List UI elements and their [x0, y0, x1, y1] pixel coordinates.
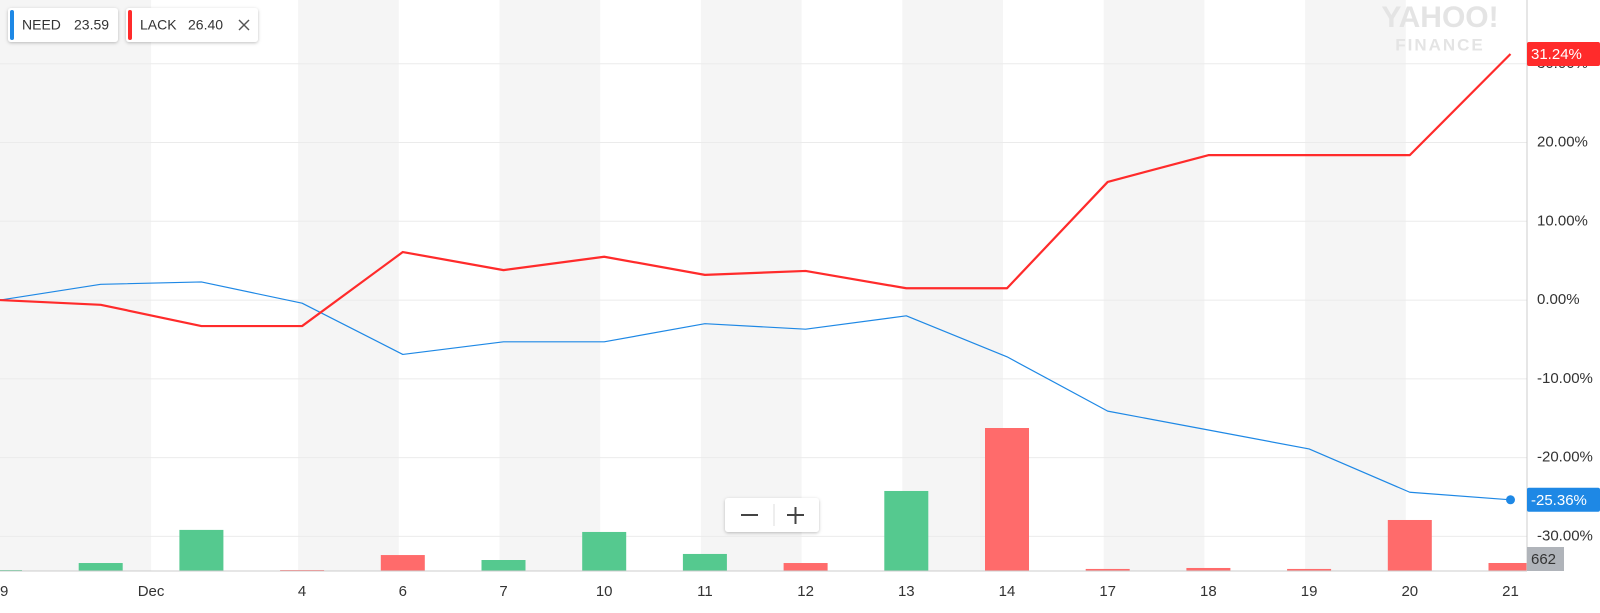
volume-bar — [783, 563, 828, 571]
close-icon — [238, 19, 250, 31]
volume-bar — [481, 560, 526, 571]
volume-last-label: 662 — [1531, 551, 1556, 568]
watermark-sub: FINANCE — [1395, 35, 1485, 54]
lines — [0, 53, 1515, 505]
volume-bar — [78, 563, 123, 571]
x-tick-label: 12 — [797, 583, 814, 600]
x-tick-label: 6 — [399, 583, 407, 600]
legend-swatch — [10, 10, 14, 40]
x-tick-label: 29 — [0, 583, 8, 600]
y-tick-label: 20.00% — [1537, 134, 1588, 151]
x-tick-label: 18 — [1200, 583, 1217, 600]
y-tick-label: -10.00% — [1537, 370, 1593, 387]
legend-item: LACK 26.40 — [126, 8, 258, 42]
x-tick-label: 7 — [499, 583, 507, 600]
legend-name: LACK — [140, 17, 177, 33]
x-tick-label: 4 — [298, 583, 306, 600]
background — [0, 0, 1406, 571]
month-label: Dec — [138, 583, 165, 600]
zoom-in[interactable] — [787, 507, 804, 524]
x-tick-label: 14 — [999, 583, 1016, 600]
x-tick-label: 21 — [1502, 583, 1519, 600]
grid — [0, 63, 1527, 537]
x-tick-label: 20 — [1401, 583, 1418, 600]
stripe — [700, 0, 802, 571]
legend-swatch — [128, 10, 132, 40]
watermark-logo: YAHOO! — [1381, 1, 1498, 34]
value-badge — [1527, 487, 1600, 512]
y-tick-label: 0.00% — [1537, 291, 1580, 308]
stripe — [0, 0, 152, 571]
volume-bar — [682, 553, 727, 571]
last-value-label: -25.36% — [1531, 492, 1587, 509]
legend-item: NEED 23.59 — [8, 8, 118, 42]
volume — [0, 428, 1533, 571]
stripe — [1103, 0, 1205, 571]
legend-price: 23.59 — [74, 17, 109, 33]
volume-bar — [1387, 519, 1432, 571]
stripe — [298, 0, 399, 571]
volume-bar — [582, 531, 627, 571]
x-tick-label: 17 — [1099, 583, 1116, 600]
legend-box — [8, 8, 118, 42]
x-tick-label: 13 — [898, 583, 915, 600]
volume-badge — [1527, 547, 1564, 571]
legend-close[interactable] — [238, 19, 250, 31]
volume-bar — [1287, 568, 1332, 571]
last-value-label: 31.24% — [1531, 46, 1582, 63]
volume-bar — [884, 490, 929, 571]
volume-bar — [1085, 568, 1130, 571]
legend: NEED 23.59 LACK 26.40 — [8, 8, 258, 42]
x-tick-label: 11 — [697, 583, 713, 600]
watermark: YAHOO! FINANCE — [1381, 1, 1498, 55]
stripe — [1305, 0, 1406, 571]
volume-bar — [985, 428, 1029, 571]
volume-bar — [1488, 562, 1533, 571]
volume-bar — [380, 555, 425, 571]
y-tick-label: -30.00% — [1537, 527, 1593, 544]
legend-box — [126, 8, 258, 42]
axis: -30.00%-20.00%-10.00%0.00%10.00%20.00%30… — [0, 0, 1600, 600]
series-line — [0, 281, 1511, 501]
stripe — [499, 0, 601, 571]
y-tick-label: -20.00% — [1537, 449, 1593, 466]
series-line — [0, 53, 1512, 328]
zoom-control — [725, 498, 819, 532]
x-tick-label: 19 — [1301, 583, 1318, 600]
volume-bar — [1186, 567, 1231, 571]
legend-price: 26.40 — [188, 17, 223, 33]
zoom-box — [725, 498, 819, 532]
x-tick-label: 10 — [596, 583, 613, 600]
last-point — [1506, 495, 1515, 505]
legend-name: NEED — [22, 17, 61, 33]
y-tick-label: 10.00% — [1537, 212, 1588, 229]
volume-bar — [179, 529, 224, 571]
value-badge — [1527, 42, 1600, 67]
